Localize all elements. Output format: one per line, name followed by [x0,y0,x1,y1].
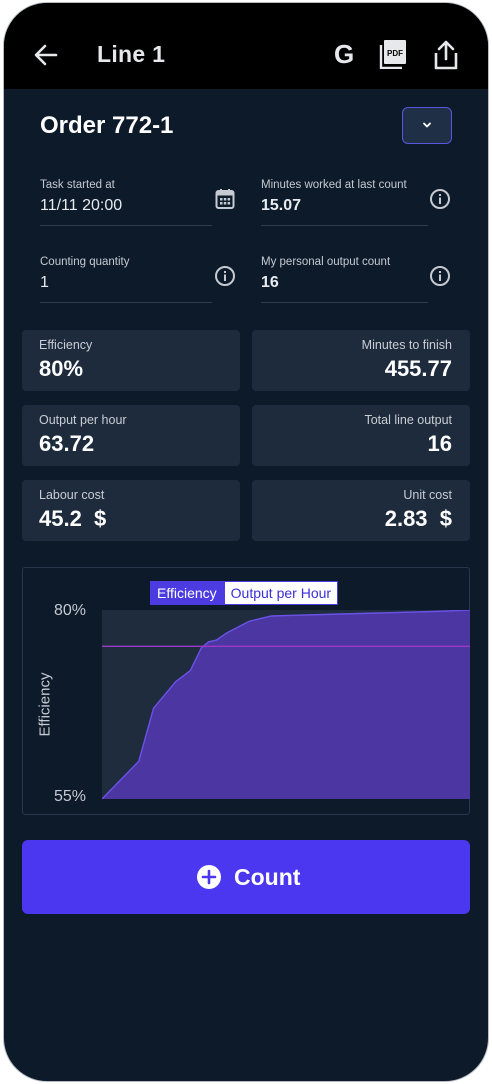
page-title: Line 1 [97,41,166,67]
card-label: Labour cost [39,488,105,502]
legend-output-per-hour-tab[interactable]: Output per Hour [223,581,339,605]
efficiency-card: Efficiency 80% [22,330,240,391]
chevron-down-icon [422,122,431,127]
app-header: Line 1 G PDF [4,3,488,89]
field-underline [261,302,428,303]
card-value: 16 [427,431,452,456]
task-started-field[interactable]: Task started at 11/11 20:00 [40,179,212,227]
card-label: Total line output [364,413,452,427]
minutes-worked-label: Minutes worked at last count [261,179,407,191]
card-label: Unit cost [403,488,452,502]
personal-output-label: My personal output count [261,256,391,268]
efficiency-chart: Efficiency Output per Hour 80% 55% Effic… [22,567,470,815]
card-label: Efficiency [39,338,93,352]
personal-output-field[interactable]: My personal output count 16 [261,256,428,304]
share-icon[interactable] [432,39,460,71]
y-axis-title: Efficiency [36,672,54,737]
chart-legend: Efficiency Output per Hour [150,581,339,605]
field-underline [40,302,212,303]
task-started-label: Task started at [40,179,115,191]
pdf-icon[interactable]: PDF [379,39,407,69]
back-arrow-icon[interactable] [30,39,62,71]
count-button-content: Count [196,862,300,892]
field-underline [40,225,212,226]
personal-output-value: 16 [261,274,279,291]
y-tick-label-top: 80% [54,602,87,619]
counting-quantity-label: Counting quantity [40,256,130,268]
info-icon[interactable] [429,188,451,210]
efficiency-area [102,610,470,799]
info-icon[interactable] [429,265,451,287]
order-dropdown-button[interactable] [402,107,452,144]
card-value: 63.72 [39,431,95,456]
y-tick-label-bottom: 55% [54,788,87,805]
add-circle-icon [197,865,221,889]
order-title: Order 772-1 [40,112,174,139]
card-label: Minutes to finish [361,338,452,352]
phone-screen: Line 1 G PDF Order 772-1 Task started at… [3,2,489,1082]
card-label: Output per hour [39,413,127,427]
calendar-icon[interactable] [215,188,235,210]
counting-quantity-value[interactable]: 1 [40,274,49,291]
card-value: 455.77 [384,356,452,381]
info-icon[interactable] [214,265,236,287]
count-button-label: Count [234,863,301,890]
output-per-hour-card: Output per hour 63.72 [22,405,240,466]
task-started-value[interactable]: 11/11 20:00 [40,197,123,214]
total-line-output-card: Total line output 16 [252,405,470,466]
pdf-icon-label: PDF [387,49,403,58]
count-button[interactable]: Count [22,840,470,914]
card-value: 45.2 $ [39,506,107,531]
chart-plot-area [102,610,470,799]
counting-quantity-field[interactable]: Counting quantity 1 [40,256,212,304]
legend-efficiency-tab[interactable]: Efficiency [150,581,224,605]
card-value: 80% [39,356,84,381]
minutes-worked-field[interactable]: Minutes worked at last count 15.07 [261,179,428,227]
efficiency-series-line [102,610,470,799]
minutes-worked-value: 15.07 [261,197,302,214]
labour-cost-card: Labour cost 45.2 $ [22,480,240,541]
field-underline [261,225,428,226]
minutes-to-finish-card: Minutes to finish 455.77 [252,330,470,391]
card-value: 2.83 $ [384,506,452,531]
g-button[interactable]: G [334,39,355,69]
unit-cost-card: Unit cost 2.83 $ [252,480,470,541]
